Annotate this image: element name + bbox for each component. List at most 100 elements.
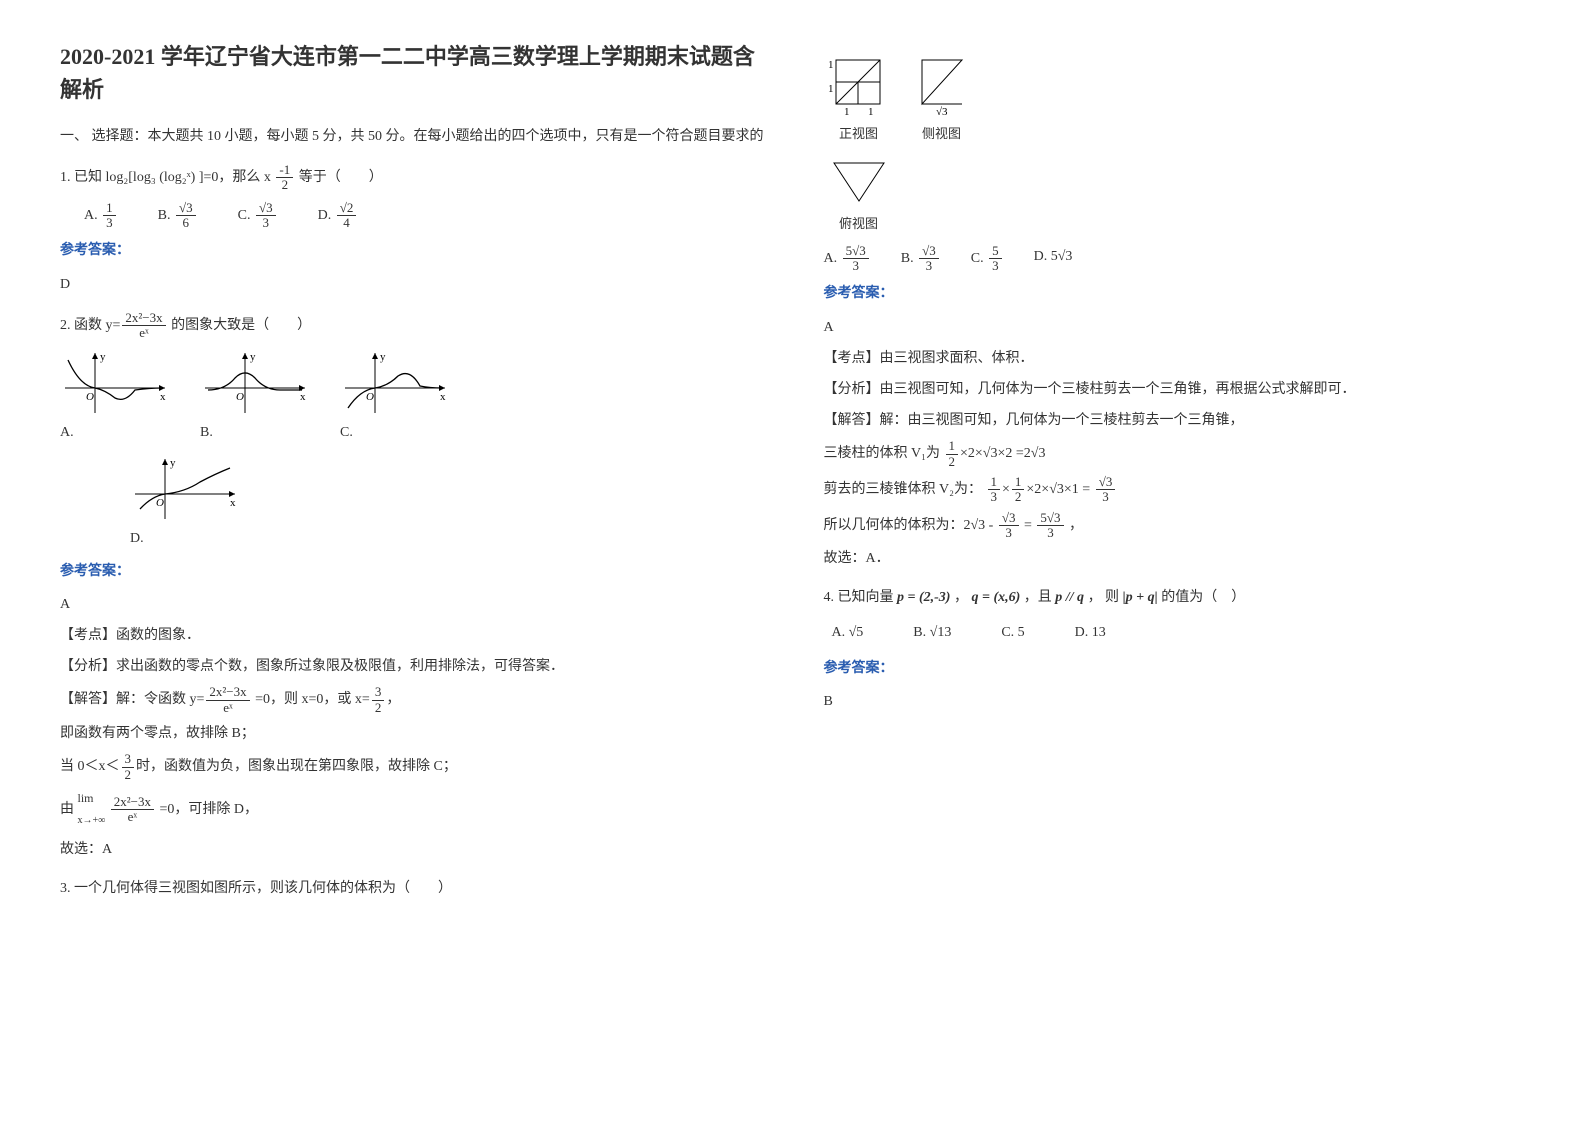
q2-label-D: D. [130,526,240,551]
top-label: 俯视图 [824,212,894,235]
q2-answer: A [60,592,764,617]
svg-text:y: y [380,351,386,363]
front-view: 1 1 1 1 正视图 [824,48,894,145]
q2-tag1: 【考点】函数的图象． [60,623,764,648]
q2-line3: 由 limx→+∞ 2x²−3xeˣ =0，可排除 D， [60,788,764,831]
svg-text:y: y [100,351,106,363]
q1-stem: 1. 已知 log₂[log₃ (log₂ˣ) ]=0，那么 x -12 等于（… [60,163,764,193]
svg-text:√3: √3 [936,106,948,118]
q2-line2-pre: 当 0＜x＜ [60,759,120,774]
q1-exponent: -12 [276,163,293,193]
q2-label-A: A. [60,420,170,445]
q2-line2: 当 0＜x＜32时，函数值为负，图象出现在第四象限，故排除 C； [60,752,764,782]
q2-stem: 2. 函数 y=2x²−3xeˣ 的图象大致是（ ） [60,311,764,341]
q4-answer: B [824,689,1528,714]
q3-optD: D. 5√3 [1034,244,1073,274]
q2-line3-post: =0，可排除 D， [160,802,259,817]
q4-optC: C. 5 [1001,620,1024,645]
q4-c1: ， [954,590,968,605]
q3-l3-pre: 所以几何体的体积为：2√3 - [824,518,994,533]
q2-tag2: 【分析】求出函数的零点个数，图象所过象限及极限值，利用排除法，可得答案． [60,654,764,679]
q3-l4: 故选：A． [824,546,1528,571]
top-view-row: 俯视图 [824,153,1528,235]
q2-line1: 即函数有两个零点，故排除 B； [60,721,764,746]
q2-ex-pre: 【解答】解：令函数 [60,692,186,707]
top-view: 俯视图 [824,153,894,235]
q3-l3-post: ， [1069,518,1083,533]
q3-l1: 三棱柱的体积 V₁为 12×2×√3×2 =2√3 [824,439,1528,469]
svg-text:1: 1 [844,106,850,118]
q2-line2-post: 时，函数值为负，图象出现在第四象限，故排除 C； [136,759,457,774]
q2-ex-mid: =0，则 x=0，或 x= [255,692,370,707]
q4-q: q = (x,6) [971,590,1020,605]
q2-stem-suffix: 的图象大致是（ ） [171,318,311,333]
right-column: 1 1 1 1 正视图 √3 侧视图 俯视图 A. 5√33 B. √33 [824,40,1528,915]
q2-line4: 故选：A [60,837,764,862]
q3-optA: A. 5√33 [824,244,871,274]
q3-l2: 剪去的三棱锥体积 V₂为： 13×12×2×√3×1 = √33 [824,475,1528,505]
q1-stem-suffix: 等于（ ） [299,170,383,185]
q3-l3-mid: = [1024,518,1032,533]
q4-cond: ，且 [1024,590,1052,605]
front-label: 正视图 [824,122,894,145]
section-heading: 一、 选择题：本大题共 10 小题，每小题 5 分，共 50 分。在每小题给出的… [60,124,764,149]
q2-graph-A: y x O A. [60,348,170,445]
q3-l1-post: =2√3 [1016,446,1046,461]
svg-text:x: x [230,497,236,509]
question-1: 1. 已知 log₂[log₃ (log₂ˣ) ]=0，那么 x -12 等于（… [60,163,764,297]
q2-stem-prefix: 2. 函数 [60,318,102,333]
svg-text:1: 1 [828,83,834,95]
q3-tag1: 【考点】由三视图求面积、体积． [824,346,1528,371]
q4-then: ， 则 [1088,590,1120,605]
q2-line3-pre: 由 [60,802,74,817]
q1-optD: D. √24 [318,201,359,231]
q3-answer: A [824,315,1528,340]
q4-stem: 4. 已知向量 p = (2,-3) ， q = (x,6) ，且 p // q… [824,585,1528,610]
svg-text:O: O [156,497,164,509]
page-title: 2020-2021 学年辽宁省大连市第一二二中学高三数学理上学期期末试题含解析 [60,40,764,106]
question-2: 2. 函数 y=2x²−3xeˣ 的图象大致是（ ） y x O A. [60,311,764,862]
q4-optD: D. 13 [1075,620,1106,645]
svg-text:x: x [300,391,306,403]
q2-graph-C: y x O C. [340,348,450,445]
svg-text:O: O [86,391,94,403]
question-3-stem: 3. 一个几何体得三视图如图所示，则该几何体的体积为（ ） [60,876,764,901]
left-column: 2020-2021 学年辽宁省大连市第一二二中学高三数学理上学期期末试题含解析 … [60,40,764,915]
side-view: √3 侧视图 [912,48,972,145]
q2-graphs-row2: y x O D. [60,454,764,551]
q3-l2-post: = [1082,482,1090,497]
svg-text:x: x [160,391,166,403]
three-views: 1 1 1 1 正视图 √3 侧视图 [824,48,1528,145]
svg-text:O: O [236,391,244,403]
q4-pre: 4. 已知向量 [824,590,894,605]
q1-ref: 参考答案： [60,238,764,263]
svg-text:O: O [366,391,374,403]
q3-ref: 参考答案： [824,281,1528,306]
q4-post: 的值为（ ） [1161,590,1245,605]
q4-par: p // q [1055,590,1084,605]
q4-abs: |p + q| [1123,590,1158,605]
q3-optB: B. √33 [901,244,941,274]
q1-stem-prefix: 1. 已知 log₂[log₃ (log₂ˣ) ]=0，那么 x [60,170,271,185]
q3-optC: C. 53 [971,244,1004,274]
svg-text:y: y [250,351,256,363]
q2-graphs: y x O A. y x O B. [60,348,764,445]
q3-ex1: 【解答】解：由三视图可知，几何体为一个三棱柱剪去一个三角锥， [824,408,1528,433]
q1-optB: B. √36 [158,201,198,231]
q3-l2-pre: 剪去的三棱锥体积 V₂为： [824,482,983,497]
q1-optC: C. √33 [238,201,278,231]
svg-text:1: 1 [828,59,834,71]
q4-optA: A. √5 [832,620,864,645]
q2-label-B: B. [200,420,310,445]
q2-graph-B: y x O B. [200,348,310,445]
q4-p: p = (2,-3) [897,590,950,605]
q3-stem: 3. 一个几何体得三视图如图所示，则该几何体的体积为（ ） [60,876,764,901]
side-label: 侧视图 [912,122,972,145]
q4-optB: B. √13 [913,620,951,645]
q3-l3: 所以几何体的体积为：2√3 - √33 = 5√33 ， [824,511,1528,541]
q1-options: A. 13 B. √36 C. √33 D. √24 [84,201,764,231]
q3-tag2: 【分析】由三视图可知，几何体为一个三棱柱剪去一个三角锥，再根据公式求解即可． [824,377,1528,402]
q2-ref: 参考答案： [60,559,764,584]
q2-graph-D: y x O D. [130,454,240,551]
svg-text:y: y [170,457,176,469]
